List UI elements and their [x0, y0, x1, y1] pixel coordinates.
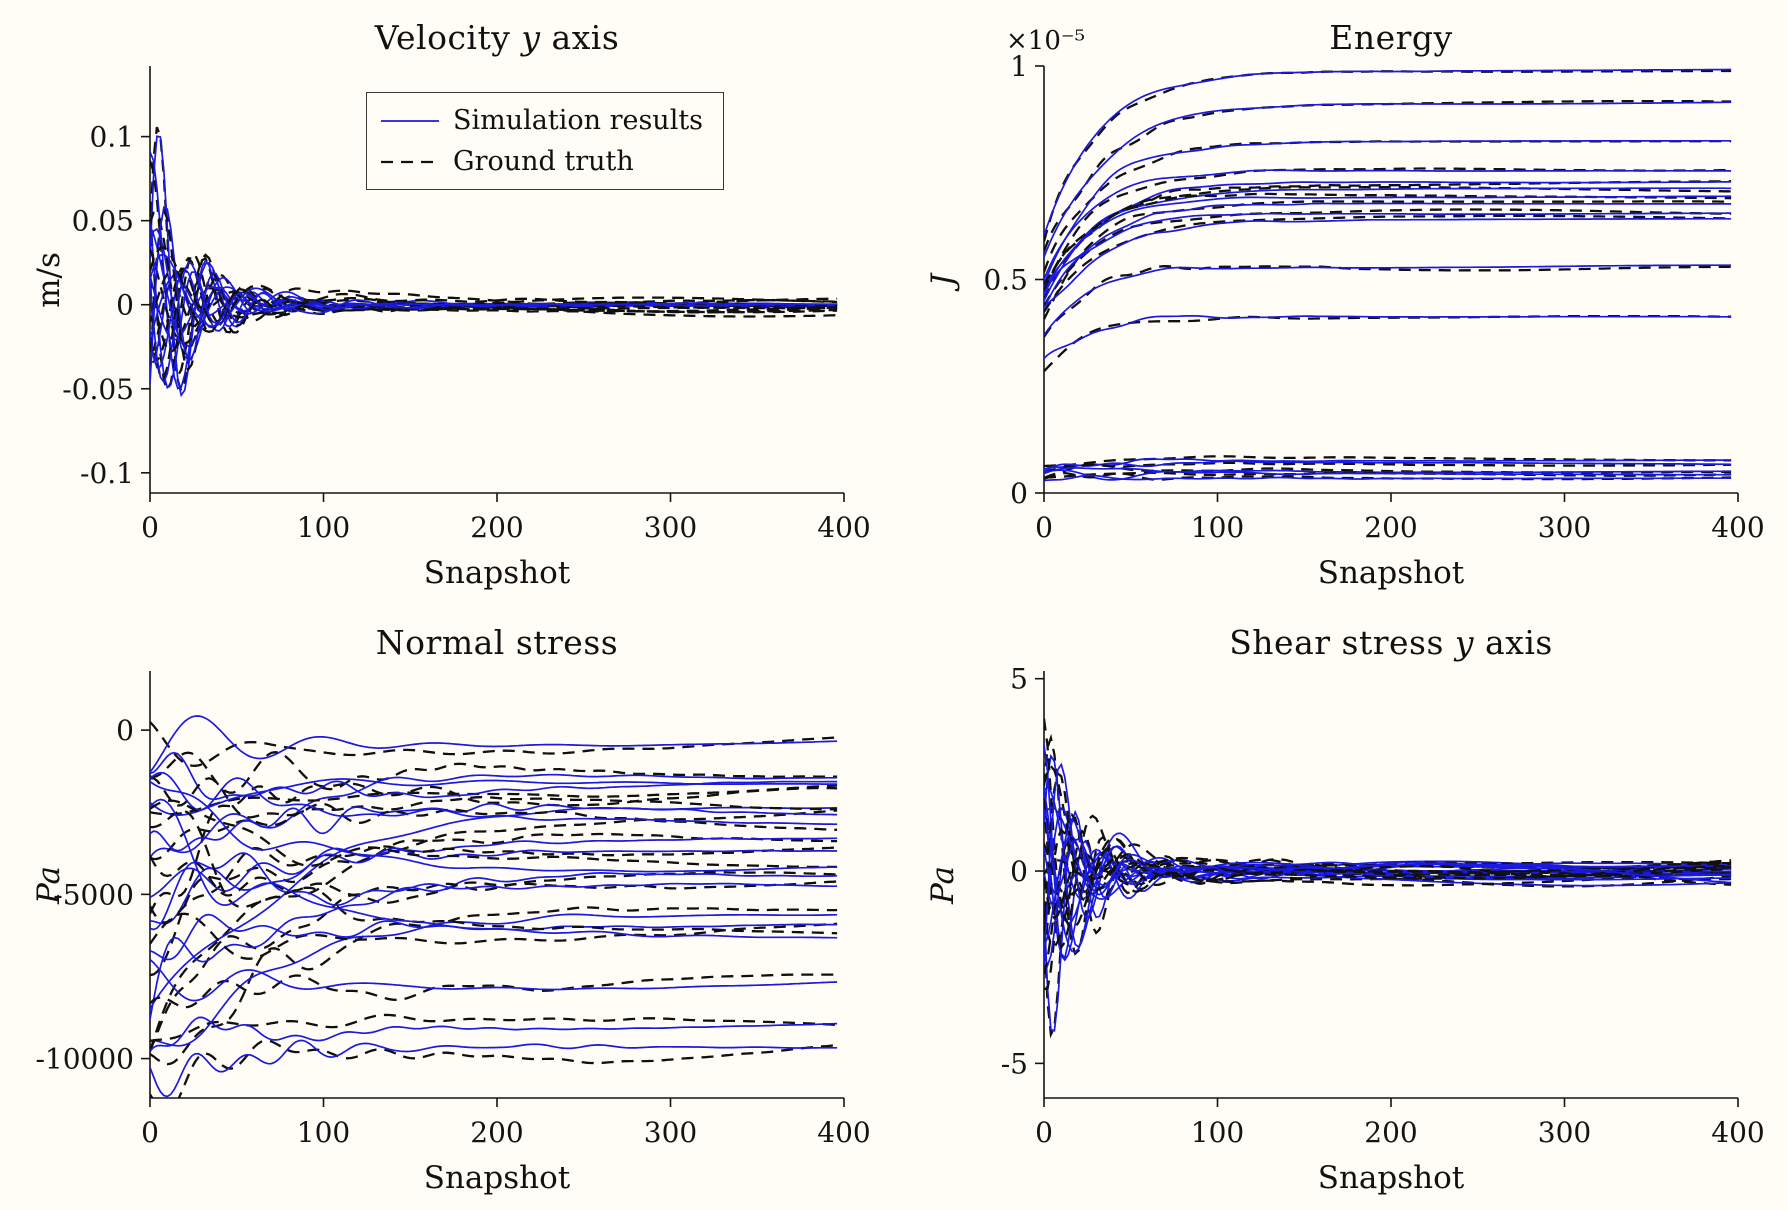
- svg-text:100: 100: [1191, 1116, 1244, 1149]
- plot-canvas-shear-stress: 0 100 200 300 400 -5 0 5: [1001, 663, 1765, 1149]
- svg-text:0: 0: [1010, 855, 1028, 888]
- svg-text:0.05: 0.05: [72, 205, 134, 238]
- svg-text:300: 300: [1538, 1116, 1591, 1149]
- plot-title-velocity: Velocity y axis: [374, 18, 620, 57]
- plot-velocity-y: 0 100 200 300 400 -0.1 -0.05 0 0.05 0.1 Velocity …: [0, 0, 894, 605]
- svg-text:5: 5: [1010, 663, 1028, 696]
- svg-text:200: 200: [1364, 511, 1417, 544]
- svg-text:0: 0: [116, 289, 134, 322]
- legend-item-simulation: Simulation results: [381, 105, 703, 136]
- svg-text:100: 100: [297, 511, 350, 544]
- legend-item-ground-truth: Ground truth: [381, 146, 703, 177]
- plot-title-shear-stress: Shear stress y axis: [1229, 623, 1553, 662]
- simulation-line-swatch: [381, 119, 439, 122]
- svg-text:400: 400: [1711, 1116, 1764, 1149]
- svg-text:0: 0: [1035, 1116, 1053, 1149]
- y-axis-label-shear-stress: Pa: [924, 865, 961, 904]
- svg-text:200: 200: [470, 511, 523, 544]
- x-axis-label-energy: Snapshot: [1317, 555, 1465, 591]
- svg-text:200: 200: [1364, 1116, 1417, 1149]
- plot-canvas-velocity: 0 100 200 300 400 -0.1 -0.05 0 0.05 0.1: [62, 66, 871, 544]
- svg-text:300: 300: [644, 511, 697, 544]
- plot-energy: 0 100 200 300 400 0 0.5 1 Energy ×10⁻⁵ J Snapsh…: [894, 0, 1788, 605]
- plot-title-energy: Energy: [1329, 18, 1453, 57]
- svg-text:-0.05: -0.05: [62, 373, 134, 406]
- y-axis-label-energy: J: [925, 273, 961, 286]
- plot-shear-stress: 0 100 200 300 400 -5 0 5 Shear stress y axis Pa…: [894, 605, 1788, 1210]
- x-axis-label-normal-stress: Snapshot: [423, 1160, 571, 1196]
- legend: Simulation results Ground truth: [366, 92, 725, 190]
- plot-title-normal-stress: Normal stress: [375, 623, 619, 662]
- svg-text:300: 300: [644, 1116, 697, 1149]
- svg-text:0: 0: [1010, 477, 1028, 510]
- svg-text:0: 0: [1035, 511, 1053, 544]
- svg-text:100: 100: [1191, 511, 1244, 544]
- svg-text:0.5: 0.5: [983, 264, 1028, 297]
- svg-text:-5000: -5000: [53, 878, 134, 911]
- svg-text:0: 0: [141, 1116, 159, 1149]
- plot-normal-stress: 0 100 200 300 400 0 -5000 -10000 Normal stress …: [0, 605, 894, 1210]
- svg-text:-5: -5: [1001, 1047, 1028, 1080]
- svg-text:400: 400: [817, 1116, 870, 1149]
- y-axis-label-normal-stress: Pa: [30, 865, 67, 904]
- svg-text:100: 100: [297, 1116, 350, 1149]
- svg-text:300: 300: [1538, 511, 1591, 544]
- svg-text:200: 200: [470, 1116, 523, 1149]
- svg-text:-0.1: -0.1: [80, 457, 134, 490]
- x-axis-label-velocity: Snapshot: [423, 555, 571, 591]
- svg-text:400: 400: [817, 511, 870, 544]
- axis-multiplier-label: ×10⁻⁵: [1006, 26, 1086, 56]
- plot-canvas-normal-stress: 0 100 200 300 400 0 -5000 -10000: [35, 671, 871, 1149]
- svg-text:0: 0: [116, 714, 134, 747]
- svg-text:0: 0: [141, 511, 159, 544]
- plot-canvas-energy: 0 100 200 300 400 0 0.5 1: [983, 50, 1764, 544]
- ground-truth-line-swatch: [381, 160, 439, 163]
- svg-text:1: 1: [1010, 50, 1028, 83]
- legend-label-simulation: Simulation results: [453, 105, 704, 136]
- x-axis-label-shear-stress: Snapshot: [1317, 1160, 1465, 1196]
- legend-label-ground-truth: Ground truth: [453, 146, 634, 177]
- svg-text:0.1: 0.1: [89, 121, 134, 154]
- svg-text:-10000: -10000: [35, 1043, 134, 1076]
- svg-text:400: 400: [1711, 511, 1764, 544]
- y-axis-label-velocity: m/s: [31, 251, 67, 308]
